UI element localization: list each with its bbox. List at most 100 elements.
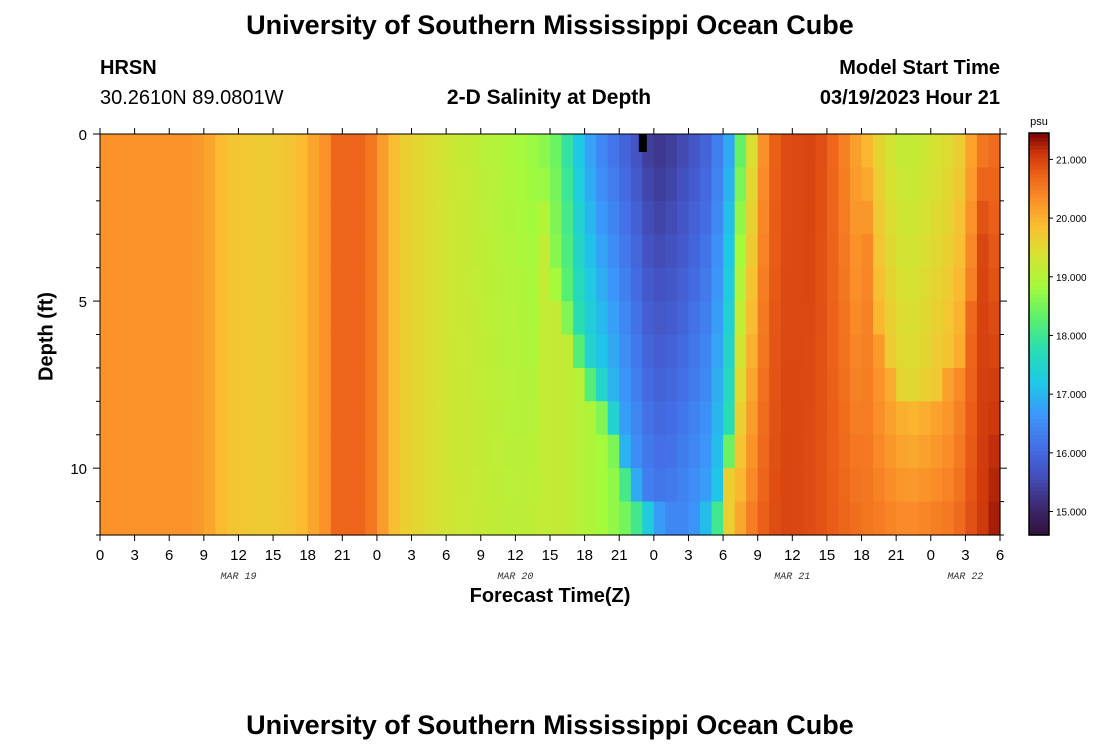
heatmap-cell [953,501,966,536]
heatmap-cell [676,200,690,235]
heatmap-cell [607,200,620,235]
heatmap-cell [284,501,297,536]
heatmap-cell [642,434,655,469]
heatmap-cell [596,501,609,536]
heatmap-cell [965,367,978,402]
heatmap-cell [492,501,505,536]
colorbar-segment [1029,213,1049,219]
heatmap-cell [180,334,193,369]
heatmap-cell [596,401,609,436]
colorbar-tick-label: 19.000 [1056,273,1087,284]
heatmap-cell [307,434,320,469]
heatmap-cell [896,434,909,469]
heatmap-cell [550,134,563,169]
heatmap-cell [203,434,216,469]
x-tick-label: 21 [334,547,351,564]
heatmap-cell [353,200,366,235]
heatmap-cell [930,200,943,235]
heatmap-cell [400,234,413,269]
heatmap-cell [480,134,493,169]
heatmap-cell [388,167,401,202]
heatmap-cell [573,134,586,169]
heatmap-cell [942,234,955,269]
heatmap-cell [157,501,170,536]
heatmap-cell [250,134,263,169]
heatmap-cell [757,434,770,469]
heatmap-cell [757,167,770,202]
heatmap-cell [434,401,447,436]
colorbar-segment [1029,329,1049,335]
heatmap-cell [907,134,920,169]
heatmap-cell [896,267,909,302]
heatmap-cell [873,367,886,402]
heatmap-cell [653,234,666,269]
heatmap-cell [665,267,678,302]
heatmap-cell [665,367,678,402]
heatmap-cell [411,301,424,336]
heatmap-cell [180,134,193,169]
heatmap-cell [734,167,747,202]
heatmap-cell [157,301,170,336]
colorbar-segment [1029,454,1049,460]
heatmap-cell [850,401,863,436]
heatmap-cell [423,167,436,202]
heatmap-cell [342,134,355,169]
heatmap-cell [884,134,897,169]
heatmap-cell [284,301,297,336]
heatmap-cell [400,134,413,169]
heatmap-cell [688,167,701,202]
heatmap-cell [711,334,724,369]
colorbar-segment [1029,257,1049,263]
heatmap-cell [919,134,932,169]
heatmap-cell [100,200,113,235]
heatmap-cell [169,501,182,536]
heatmap-cell [676,267,690,302]
heatmap-cell [953,334,966,369]
axis-ticks: 0 3 6 9 12 15 18 21 0 3 6 9 12 15 18 21 0 3 6 9 12 15 18 21 0 3 6 M… [70,127,1007,583]
heatmap-cell [919,234,932,269]
heatmap-cell [342,367,355,402]
heatmap-cell [434,134,447,169]
heatmap-cell [700,334,713,369]
heatmap-cell [538,267,551,302]
heatmap-cell [642,334,655,369]
x-tick-label: 12 [784,547,801,564]
heatmap-cell [826,501,840,536]
colorbar-segment [1029,466,1049,472]
heatmap-cell [884,167,897,202]
heatmap-cell [261,334,274,369]
heatmap-cell [734,234,747,269]
heatmap-cell [503,200,516,235]
heatmap-cell [123,334,136,369]
heatmap-cell [653,434,666,469]
x-tick-label: 3 [130,547,138,564]
heatmap-cell [388,267,401,302]
heatmap-cell [838,468,851,503]
heatmap-cell [284,468,297,503]
date-label: MAR 22 [947,572,983,583]
heatmap-cell [192,267,205,302]
heatmap-cell [411,501,424,536]
heatmap-cell [238,301,251,336]
heatmap-cell [515,434,528,469]
heatmap-cell [411,267,424,302]
heatmap-cell [515,167,528,202]
heatmap-cell [376,367,390,402]
colorbar-segment [1029,502,1049,508]
heatmap-cell [307,401,320,436]
heatmap-cell [607,334,620,369]
heatmap-cell [619,267,632,302]
heatmap-cell [607,234,620,269]
heatmap-cell [815,501,828,536]
heatmap-cell [561,401,574,436]
heatmap-cell [850,234,863,269]
heatmap-cell [261,134,274,169]
heatmap-cell [907,401,920,436]
heatmap-cell [676,301,690,336]
colorbar-segment [1029,510,1049,516]
heatmap-cell [676,401,690,436]
heatmap-cell [607,401,620,436]
heatmap-cell [342,234,355,269]
heatmap-cell [342,301,355,336]
heatmap-cell [215,301,228,336]
